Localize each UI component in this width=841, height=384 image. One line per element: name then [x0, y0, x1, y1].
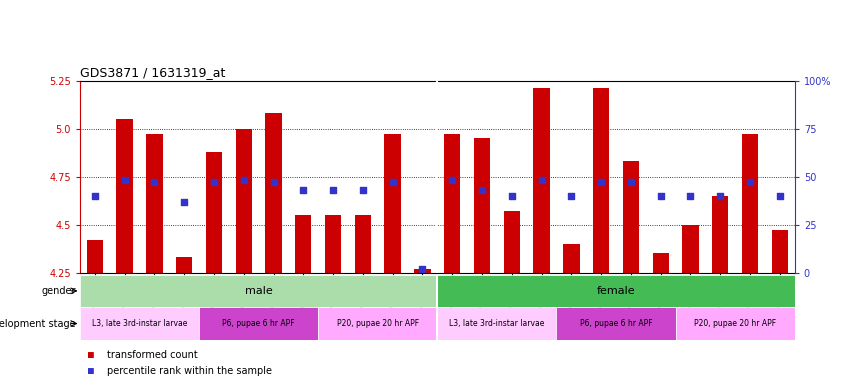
Text: P20, pupae 20 hr APF: P20, pupae 20 hr APF [336, 319, 419, 328]
Bar [146, 134, 162, 273]
Bar [87, 240, 103, 273]
Bar [653, 253, 669, 273]
Text: male: male [245, 286, 272, 296]
Point [475, 187, 489, 193]
Point [535, 177, 548, 184]
Bar [235, 129, 252, 273]
Point [237, 177, 251, 184]
Point [654, 193, 668, 199]
Bar [682, 225, 699, 273]
Bar [675, 307, 795, 340]
Bar [384, 134, 401, 273]
Text: L3, late 3rd-instar larvae: L3, late 3rd-instar larvae [92, 319, 188, 328]
Bar [318, 307, 437, 340]
Bar [593, 88, 610, 273]
Point [446, 177, 459, 184]
Text: ■: ■ [88, 366, 94, 376]
Bar [712, 196, 728, 273]
Point [505, 193, 519, 199]
Bar [557, 307, 675, 340]
Point [326, 187, 340, 193]
Text: gender: gender [41, 286, 76, 296]
Point [297, 187, 310, 193]
Text: GDS3871 / 1631319_at: GDS3871 / 1631319_at [80, 66, 225, 79]
Bar [80, 307, 199, 340]
Text: transformed count: transformed count [107, 350, 198, 360]
Point [177, 199, 191, 205]
Text: development stage: development stage [0, 318, 76, 329]
Text: percentile rank within the sample: percentile rank within the sample [107, 366, 272, 376]
Bar [622, 161, 639, 273]
Text: female: female [597, 286, 635, 296]
Bar [437, 307, 557, 340]
Point [773, 193, 786, 199]
Bar [437, 275, 795, 307]
Bar [533, 88, 550, 273]
Bar [504, 211, 520, 273]
Bar [742, 134, 759, 273]
Point [684, 193, 697, 199]
Point [356, 187, 369, 193]
Text: ■: ■ [88, 350, 94, 360]
Bar [772, 230, 788, 273]
Bar [415, 269, 431, 273]
Bar [295, 215, 311, 273]
Bar [265, 113, 282, 273]
Point [148, 179, 161, 185]
Bar [199, 307, 318, 340]
Point [118, 177, 131, 184]
Bar [206, 152, 222, 273]
Bar [355, 215, 371, 273]
Point [88, 193, 102, 199]
Point [743, 179, 757, 185]
Point [415, 266, 429, 272]
Bar [325, 215, 341, 273]
Bar [116, 119, 133, 273]
Bar [176, 257, 193, 273]
Text: P6, pupae 6 hr APF: P6, pupae 6 hr APF [579, 319, 653, 328]
Point [564, 193, 578, 199]
Point [386, 179, 399, 185]
Point [624, 179, 637, 185]
Bar [444, 134, 460, 273]
Point [595, 179, 608, 185]
Bar [80, 275, 437, 307]
Bar [473, 138, 490, 273]
Point [207, 179, 220, 185]
Point [267, 179, 280, 185]
Text: L3, late 3rd-instar larvae: L3, late 3rd-instar larvae [449, 319, 545, 328]
Text: P6, pupae 6 hr APF: P6, pupae 6 hr APF [222, 319, 295, 328]
Point [713, 193, 727, 199]
Bar [563, 244, 579, 273]
Text: P20, pupae 20 hr APF: P20, pupae 20 hr APF [694, 319, 776, 328]
